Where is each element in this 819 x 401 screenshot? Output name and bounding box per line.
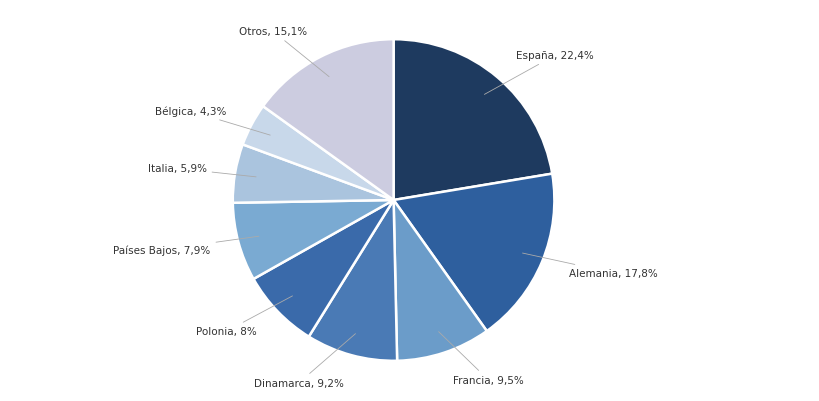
Wedge shape — [393, 174, 554, 331]
Wedge shape — [393, 40, 551, 200]
Wedge shape — [233, 145, 393, 203]
Text: Otros, 15,1%: Otros, 15,1% — [238, 27, 328, 77]
Text: Alemania, 17,8%: Alemania, 17,8% — [522, 253, 657, 278]
Wedge shape — [393, 200, 486, 361]
Wedge shape — [309, 200, 396, 361]
Text: España, 22,4%: España, 22,4% — [484, 51, 593, 95]
Wedge shape — [253, 200, 393, 337]
Text: Francia, 9,5%: Francia, 9,5% — [438, 332, 523, 385]
Text: Bélgica, 4,3%: Bélgica, 4,3% — [155, 107, 270, 136]
Wedge shape — [242, 107, 393, 200]
Text: Italia, 5,9%: Italia, 5,9% — [147, 164, 256, 177]
Wedge shape — [233, 200, 393, 279]
Wedge shape — [263, 40, 393, 200]
Text: Dinamarca, 9,2%: Dinamarca, 9,2% — [253, 334, 355, 388]
Text: Polonia, 8%: Polonia, 8% — [196, 296, 292, 336]
Text: Países Bajos, 7,9%: Países Bajos, 7,9% — [113, 237, 259, 255]
